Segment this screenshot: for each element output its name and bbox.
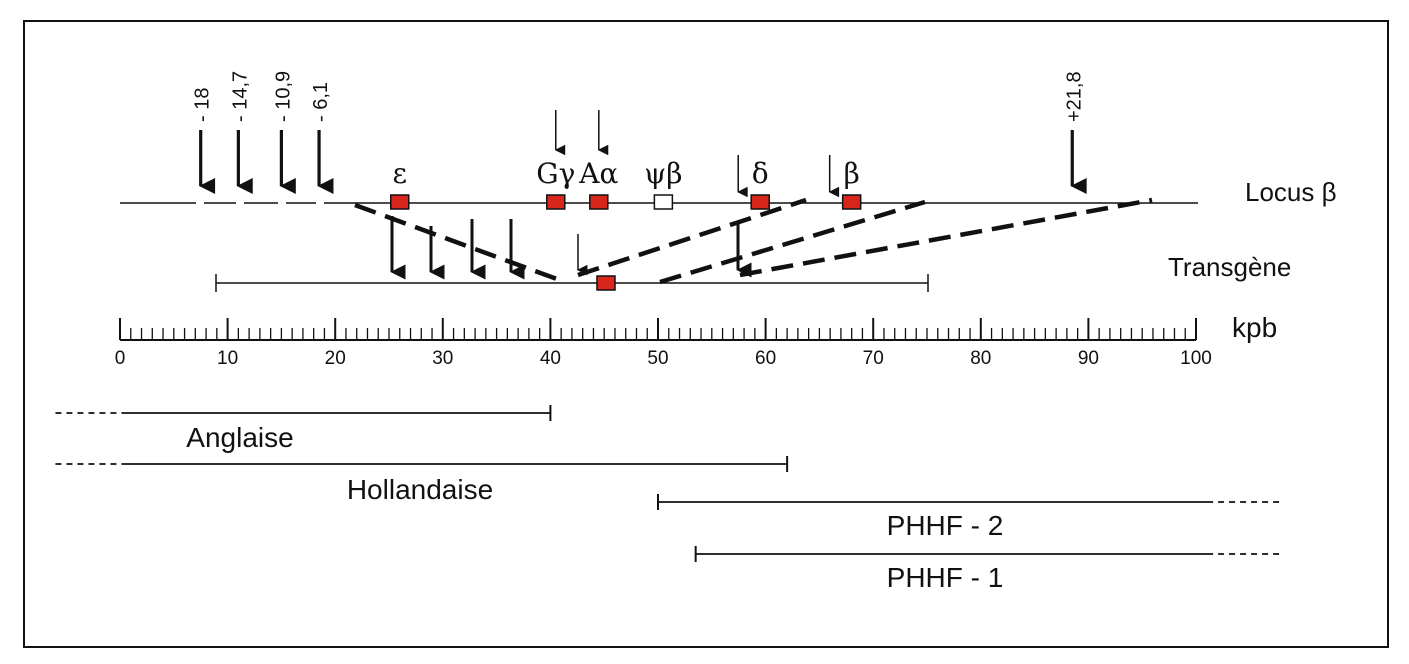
deletion-label: PHHF - 2	[887, 510, 1004, 541]
gene-box	[546, 194, 566, 210]
scale-tick-label: 50	[647, 348, 668, 369]
gene-label: Aα	[578, 157, 618, 190]
scale-tick-label: 20	[325, 348, 346, 369]
deletion-phhf-1: PHHF - 1	[694, 546, 1283, 593]
gene-label: Gγ	[536, 157, 575, 190]
scale-tick-label: 60	[755, 348, 776, 369]
deletion-hollandaise: Hollandaise	[55, 456, 789, 505]
gene-label: δ	[752, 157, 769, 190]
figure-frame	[23, 20, 1389, 648]
scale-tick-label: 70	[863, 348, 884, 369]
scale-unit-label: kpb	[1232, 312, 1277, 343]
locus-label: Locus β	[1245, 177, 1337, 207]
hs-label: - 18	[192, 88, 214, 122]
correspondence-dashed-lines	[354, 197, 1153, 285]
gene-arrows	[554, 110, 840, 198]
transgene-line	[215, 274, 929, 292]
scale-tick-label: 0	[115, 348, 126, 369]
scale-tick-label: 100	[1180, 348, 1212, 369]
scale-tick-label: 80	[970, 348, 991, 369]
hs-label: - 6,1	[310, 82, 332, 122]
gene-box	[841, 194, 862, 210]
gene-box	[390, 194, 410, 210]
transgene-hs-arrows	[390, 216, 752, 280]
scale-tick-label: 10	[217, 348, 238, 369]
hs-label: +21,8	[1063, 71, 1085, 122]
transgene-gene-box	[596, 275, 616, 291]
gene-label: β	[844, 157, 860, 190]
gene-box	[750, 194, 770, 210]
scale-tick-label: 90	[1078, 348, 1099, 369]
hs-label: - 14,7	[229, 71, 251, 122]
hypersensitive-sites: - 18 - 14,7 - 10,9 - 6,1 +21,8	[192, 71, 1087, 194]
gene-box	[589, 194, 609, 210]
transgene-label: Transgène	[1168, 252, 1291, 282]
deletion-anglaise: Anglaise	[55, 405, 552, 453]
deletion-lines: Anglaise Hollandaise PHHF - 2 PHHF - 1	[55, 405, 1283, 593]
hs-label: - 10,9	[272, 71, 294, 122]
scale-tick-label: 30	[432, 348, 453, 369]
pseudogene-box	[653, 194, 674, 210]
scale-tick-label: 40	[540, 348, 561, 369]
deletion-label: PHHF - 1	[887, 562, 1004, 593]
deletion-label: Anglaise	[186, 422, 293, 453]
gene-label: ψβ	[644, 157, 682, 190]
gene-label: ε	[393, 157, 408, 190]
deletion-label: Hollandaise	[347, 474, 493, 505]
kb-scale-bar: 0 10 20 30 40 50 60 70 80 90 100	[115, 318, 1212, 369]
deletion-phhf-2: PHHF - 2	[657, 494, 1283, 541]
gene-labels: ε Gγ Aα ψβ δ β	[390, 157, 862, 210]
